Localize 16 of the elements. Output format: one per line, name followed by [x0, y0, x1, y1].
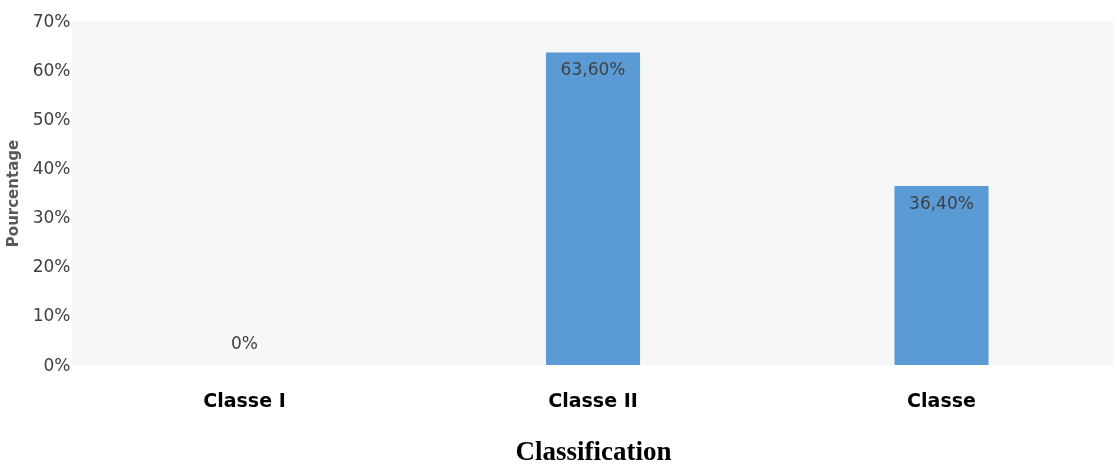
- y-tick-label: 0%: [43, 354, 71, 375]
- x-tick-label: Classe: [907, 388, 976, 411]
- x-tick-label: Classe I: [203, 388, 286, 411]
- y-tick-label: 60%: [32, 59, 71, 80]
- data-label: 0%: [231, 333, 258, 353]
- y-tick-label: 10%: [32, 305, 71, 326]
- data-label: 36,40%: [909, 193, 974, 214]
- y-axis-title: Pourcentage: [3, 139, 22, 248]
- x-tick-label: Classe II: [548, 388, 638, 411]
- y-tick-label: 50%: [32, 108, 71, 129]
- y-tick-label: 20%: [32, 256, 71, 277]
- y-tick-label: 40%: [32, 157, 71, 178]
- x-axis-title: Classification: [515, 435, 672, 466]
- y-tick-label: 70%: [32, 10, 71, 31]
- y-tick-label: 30%: [32, 207, 71, 228]
- data-label: 63,60%: [560, 59, 626, 80]
